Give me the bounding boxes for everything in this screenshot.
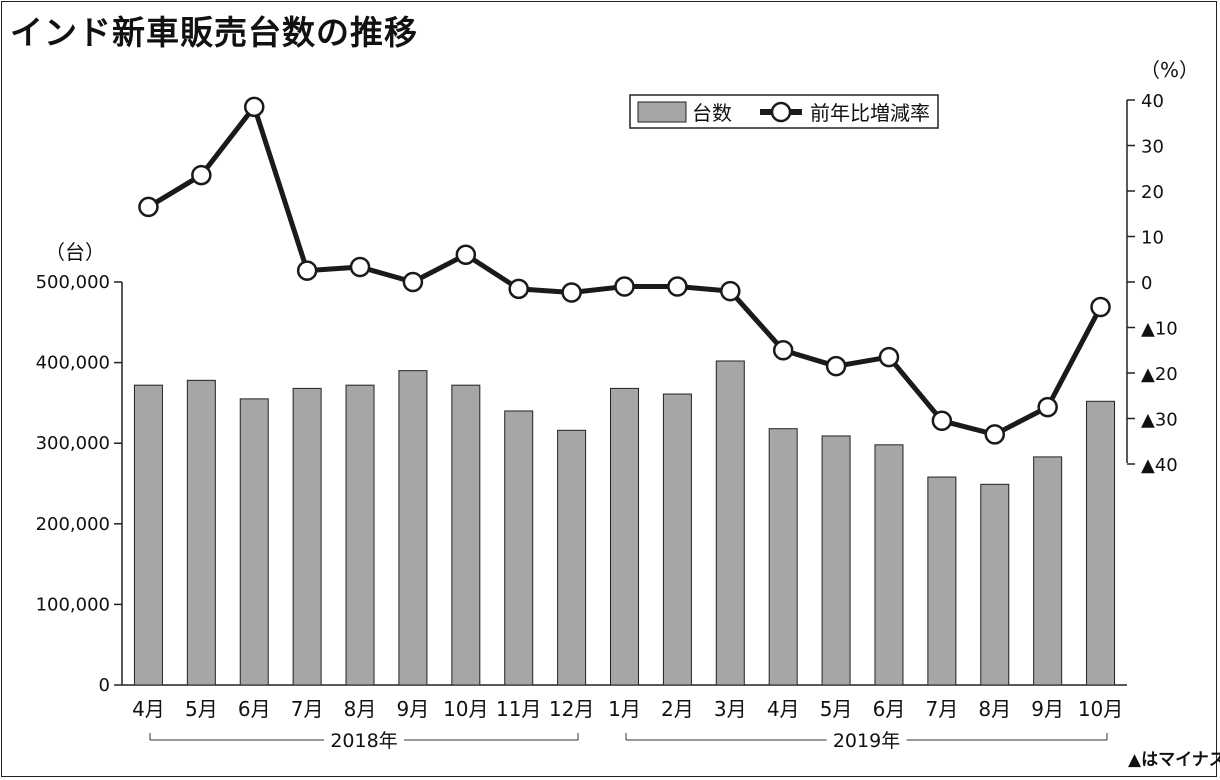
growth-marker-13 (825, 355, 847, 377)
chart-title: インド新車販売台数の推移 (10, 13, 418, 52)
right-tick-label: 0 (1141, 273, 1152, 294)
growth-marker-2 (243, 96, 265, 118)
growth-marker-9 (614, 276, 635, 297)
right-tick-label: 10 (1141, 228, 1164, 249)
right-tick-label: 30 (1141, 137, 1164, 158)
left-axis-unit: （台） (45, 240, 105, 264)
growth-marker-14 (878, 346, 900, 368)
growth-marker-5 (402, 271, 424, 293)
bar-9 (610, 387, 639, 686)
month-label: 5月 (185, 697, 218, 721)
bar-1 (186, 379, 216, 686)
bar-11 (715, 360, 745, 686)
growth-marker-18 (1090, 296, 1111, 318)
bar-14 (874, 444, 904, 686)
left-tick-label: 100,000 (36, 594, 110, 615)
bar-6 (451, 384, 481, 686)
growth-marker-12 (772, 340, 794, 361)
bar-7 (504, 410, 534, 686)
growth-marker-7 (508, 278, 529, 300)
month-label: 7月 (926, 697, 959, 721)
right-tick-label: ▲40 (1141, 455, 1178, 476)
growth-marker-3 (296, 260, 318, 281)
bar-13 (821, 435, 851, 686)
left-tick-label: 400,000 (36, 353, 110, 374)
growth-marker-6 (455, 244, 477, 265)
bar-10 (662, 393, 692, 686)
month-label: 9月 (1031, 697, 1064, 721)
month-label: 2月 (661, 697, 694, 721)
growth-marker-8 (561, 282, 582, 303)
growth-marker-1 (191, 164, 212, 186)
bar-2 (239, 398, 269, 686)
bar-16 (980, 483, 1010, 686)
legend-line-label: 前年比増減率 (810, 101, 930, 125)
bar-3 (292, 387, 322, 686)
month-label: 3月 (714, 697, 747, 721)
month-label: 6月 (238, 697, 271, 721)
minus-note: ▲はマイナス (1128, 750, 1220, 770)
left-tick-label: 0 (99, 675, 110, 696)
year-label: 2019年 (833, 730, 900, 752)
growth-marker-4 (349, 256, 371, 278)
right-tick-label: ▲10 (1141, 319, 1178, 340)
growth-marker-11 (720, 280, 741, 302)
growth-marker-17 (1037, 396, 1058, 418)
legend-bar-label: 台数 (692, 101, 732, 125)
month-label: 11月 (496, 697, 541, 721)
left-tick-label: 200,000 (36, 514, 110, 535)
year-label: 2018年 (330, 730, 397, 752)
bars (133, 360, 1116, 686)
right-axis-unit: （%） (1140, 58, 1199, 82)
month-label: 6月 (873, 697, 906, 721)
right-tick-label: ▲30 (1141, 410, 1178, 431)
bar-8 (557, 429, 587, 686)
growth-marker-16 (984, 424, 1006, 445)
bar-17 (1033, 456, 1063, 686)
growth-marker-15 (931, 410, 953, 432)
bar-5 (398, 370, 428, 686)
legend: 台数 前年比増減率 (629, 94, 939, 129)
right-tick-label: 40 (1141, 91, 1164, 112)
month-label: 12月 (549, 697, 594, 721)
labels: 0 100,000 200,000 300,000 400,000 500,000 ▲40 ▲… (36, 91, 1178, 752)
growth-line (138, 96, 1111, 445)
bar-0 (133, 384, 163, 686)
month-label: 1月 (608, 697, 641, 721)
month-label: 5月 (820, 697, 853, 721)
month-label: 10月 (1078, 697, 1123, 721)
legend-line-marker (770, 101, 792, 123)
bar-12 (768, 428, 798, 686)
left-tick-label: 300,000 (36, 433, 110, 454)
month-label: 4月 (132, 697, 165, 721)
legend-bar-swatch (637, 101, 687, 123)
month-label: 4月 (767, 697, 800, 721)
bar-18 (1086, 400, 1116, 686)
month-label: 9月 (397, 697, 430, 721)
right-tick-label: ▲20 (1141, 364, 1178, 385)
month-label: 10月 (443, 697, 488, 721)
left-tick-label: 500,000 (36, 272, 110, 293)
right-tick-label: 20 (1141, 182, 1164, 203)
bar-4 (345, 384, 375, 686)
month-label: 8月 (978, 697, 1011, 721)
growth-marker-10 (667, 276, 688, 297)
month-label: 8月 (344, 697, 377, 721)
growth-polyline (147, 104, 1103, 437)
bar-15 (927, 476, 957, 686)
growth-marker-0 (138, 196, 159, 218)
month-label: 7月 (291, 697, 324, 721)
